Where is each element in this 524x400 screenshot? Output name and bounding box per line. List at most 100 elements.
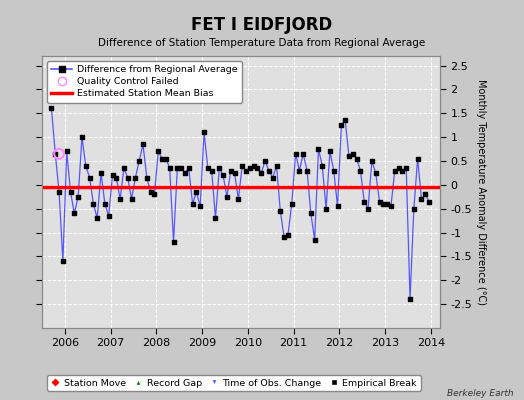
Point bbox=[55, 189, 63, 195]
Point bbox=[89, 201, 97, 207]
Point bbox=[372, 170, 380, 176]
Point bbox=[181, 170, 189, 176]
Point bbox=[204, 165, 212, 171]
Point bbox=[242, 167, 250, 174]
Point bbox=[173, 165, 181, 171]
Point bbox=[223, 194, 231, 200]
Point bbox=[425, 198, 433, 205]
Point bbox=[284, 232, 292, 238]
Point bbox=[67, 189, 75, 195]
Point bbox=[146, 189, 155, 195]
Point bbox=[261, 158, 269, 164]
Point bbox=[383, 201, 391, 207]
Point bbox=[291, 151, 300, 157]
Point bbox=[192, 189, 201, 195]
Point bbox=[234, 196, 243, 202]
Text: FET I EIDFJORD: FET I EIDFJORD bbox=[191, 16, 333, 34]
Point bbox=[345, 153, 353, 160]
Point bbox=[131, 174, 139, 181]
Point bbox=[101, 201, 109, 207]
Point bbox=[265, 167, 273, 174]
Point bbox=[108, 172, 117, 178]
Point bbox=[333, 203, 342, 210]
Point bbox=[299, 151, 308, 157]
Point bbox=[390, 167, 399, 174]
Text: Berkeley Earth: Berkeley Earth bbox=[447, 389, 514, 398]
Point bbox=[307, 210, 315, 217]
Point bbox=[169, 239, 178, 245]
Point bbox=[226, 167, 235, 174]
Point bbox=[348, 151, 357, 157]
Point bbox=[318, 162, 326, 169]
Point bbox=[85, 174, 94, 181]
Point bbox=[158, 155, 166, 162]
Point bbox=[139, 141, 147, 148]
Point bbox=[189, 201, 197, 207]
Point bbox=[196, 203, 204, 210]
Point bbox=[184, 165, 193, 171]
Point bbox=[78, 134, 86, 140]
Point bbox=[127, 196, 136, 202]
Point bbox=[112, 174, 121, 181]
Point bbox=[238, 162, 246, 169]
Point bbox=[253, 165, 261, 171]
Point bbox=[280, 234, 288, 240]
Point bbox=[310, 236, 319, 243]
Point bbox=[70, 210, 79, 217]
Point bbox=[150, 191, 159, 198]
Point bbox=[360, 198, 368, 205]
Point bbox=[402, 165, 410, 171]
Point bbox=[55, 151, 63, 157]
Point bbox=[330, 167, 338, 174]
Point bbox=[368, 158, 376, 164]
Point bbox=[166, 165, 174, 171]
Point bbox=[177, 165, 185, 171]
Point bbox=[82, 162, 90, 169]
Point bbox=[326, 148, 334, 155]
Point bbox=[353, 155, 361, 162]
Point bbox=[116, 196, 124, 202]
Point bbox=[208, 167, 216, 174]
Point bbox=[387, 203, 395, 210]
Point bbox=[215, 165, 224, 171]
Point bbox=[417, 196, 425, 202]
Point bbox=[356, 167, 365, 174]
Point bbox=[74, 194, 82, 200]
Point bbox=[375, 198, 384, 205]
Point bbox=[59, 258, 67, 264]
Point bbox=[413, 155, 422, 162]
Point bbox=[211, 215, 220, 222]
Point bbox=[364, 206, 372, 212]
Point bbox=[104, 213, 113, 219]
Point bbox=[421, 191, 430, 198]
Point bbox=[154, 148, 162, 155]
Point bbox=[314, 146, 323, 152]
Point bbox=[219, 172, 227, 178]
Point bbox=[120, 165, 128, 171]
Point bbox=[295, 167, 303, 174]
Point bbox=[303, 167, 311, 174]
Point bbox=[47, 105, 56, 112]
Legend: Station Move, Record Gap, Time of Obs. Change, Empirical Break: Station Move, Record Gap, Time of Obs. C… bbox=[47, 375, 421, 391]
Point bbox=[97, 170, 105, 176]
Point bbox=[410, 206, 418, 212]
Point bbox=[276, 208, 285, 214]
Text: Difference of Station Temperature Data from Regional Average: Difference of Station Temperature Data f… bbox=[99, 38, 425, 48]
Point bbox=[322, 206, 330, 212]
Point bbox=[124, 174, 132, 181]
Point bbox=[395, 165, 403, 171]
Point bbox=[398, 167, 407, 174]
Point bbox=[143, 174, 151, 181]
Point bbox=[135, 158, 144, 164]
Point bbox=[272, 162, 281, 169]
Point bbox=[249, 162, 258, 169]
Point bbox=[268, 174, 277, 181]
Y-axis label: Monthly Temperature Anomaly Difference (°C): Monthly Temperature Anomaly Difference (… bbox=[476, 79, 486, 305]
Point bbox=[93, 215, 102, 222]
Point bbox=[341, 117, 350, 124]
Legend: Difference from Regional Average, Quality Control Failed, Estimated Station Mean: Difference from Regional Average, Qualit… bbox=[47, 61, 242, 103]
Point bbox=[62, 148, 71, 155]
Point bbox=[257, 170, 266, 176]
Point bbox=[162, 155, 170, 162]
Point bbox=[379, 201, 388, 207]
